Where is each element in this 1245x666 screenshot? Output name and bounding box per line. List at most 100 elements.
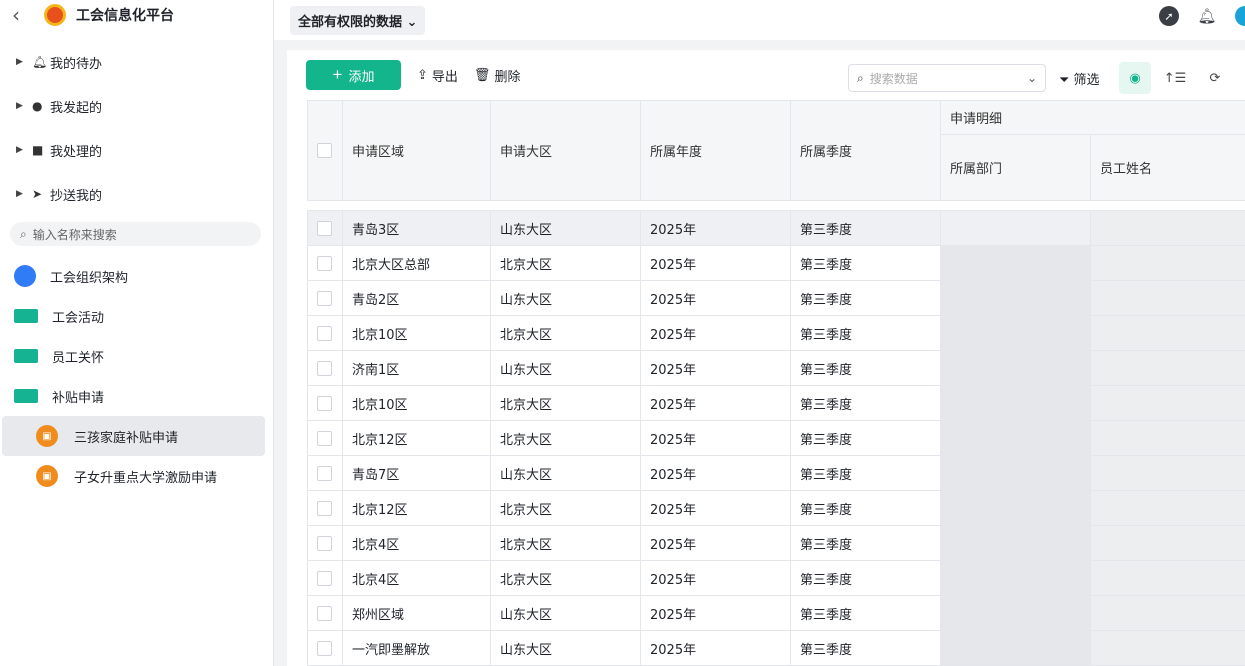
- caret-right-icon: ▶: [16, 57, 23, 67]
- item-label: 员工关怀: [52, 350, 105, 366]
- row-checkbox[interactable]: [317, 430, 332, 446]
- table-row[interactable]: 北京大区总部 北京大区 2025年 第三季度: [307, 245, 1245, 281]
- table-row[interactable]: 北京4区 北京大区 2025年 第三季度: [307, 560, 1245, 596]
- form-icon: ▣: [36, 465, 58, 487]
- redacted-cell: [1089, 630, 1245, 666]
- row-checkbox[interactable]: [317, 395, 332, 411]
- table-row[interactable]: 北京10区 北京大区 2025年 第三季度: [307, 385, 1245, 421]
- row-checkbox[interactable]: [317, 500, 332, 516]
- table-cell: 山东大区: [490, 350, 641, 386]
- table-cell: 济南1区: [342, 350, 491, 386]
- row-checkbox[interactable]: [317, 535, 332, 551]
- row-checkbox[interactable]: [317, 640, 332, 656]
- sidebar-search-input[interactable]: ⌕ 输入名称来搜索: [10, 222, 261, 246]
- row-checkbox[interactable]: [317, 255, 332, 271]
- table-cell: 北京大区: [490, 420, 641, 456]
- row-checkbox[interactable]: [317, 360, 332, 376]
- column-header[interactable]: 申请区域: [342, 100, 491, 201]
- row-select-cell: [307, 420, 343, 456]
- table-row[interactable]: 北京10区 北京大区 2025年 第三季度: [307, 315, 1245, 351]
- search-input[interactable]: ⌕ 搜索数据 ⌄: [848, 64, 1046, 92]
- column-header[interactable]: 所属季度: [790, 100, 941, 201]
- table-row[interactable]: 青岛7区 山东大区 2025年 第三季度: [307, 455, 1245, 491]
- delete-button[interactable]: 🗑︎ 删除: [474, 66, 521, 85]
- table-cell: 北京4区: [342, 525, 491, 561]
- view-mode-icon[interactable]: ◉: [1119, 62, 1151, 94]
- row-checkbox[interactable]: [317, 290, 332, 306]
- row-checkbox[interactable]: [317, 220, 332, 236]
- redacted-cell: [940, 490, 1091, 526]
- refresh-icon[interactable]: ⟳: [1209, 70, 1221, 86]
- nav-my-processed[interactable]: ▶ ■ 我处理的: [0, 128, 273, 172]
- send-icon: ➤: [32, 187, 43, 201]
- redacted-cell: [1089, 210, 1245, 246]
- nav-my-initiated[interactable]: ▶ ● 我发起的: [0, 84, 273, 128]
- logo: [44, 4, 66, 26]
- compass-icon[interactable]: ➚: [1159, 6, 1179, 26]
- back-icon[interactable]: ‹: [12, 3, 20, 27]
- sort-icon[interactable]: ↑☰: [1163, 70, 1187, 86]
- row-checkbox[interactable]: [317, 465, 332, 481]
- avatar[interactable]: [1235, 6, 1245, 26]
- item-label: 子女升重点大学激励申请: [74, 470, 218, 486]
- table-cell: 第三季度: [790, 315, 941, 351]
- bell-icon[interactable]: 🔔︎: [1197, 7, 1217, 25]
- view-selector[interactable]: 全部有权限的数据 ⌄: [290, 5, 426, 35]
- app-header: ‹ 工会信息化平台: [0, 0, 273, 30]
- row-checkbox[interactable]: [317, 570, 332, 586]
- sidebar-item-care[interactable]: 员工关怀: [0, 336, 273, 376]
- redacted-cell: [1089, 245, 1245, 281]
- main-header: 全部有权限的数据 ⌄ ➚ 🔔︎: [274, 0, 1245, 40]
- chevron-down-icon[interactable]: ⌄: [1026, 71, 1037, 85]
- sidebar-item-org[interactable]: 工会组织架构: [0, 256, 273, 296]
- caret-right-icon: ▶: [16, 189, 23, 199]
- app-title: 工会信息化平台: [76, 8, 174, 24]
- filter-button[interactable]: ⏷ 筛选: [1059, 69, 1100, 88]
- table-row[interactable]: 济南1区 山东大区 2025年 第三季度: [307, 350, 1245, 386]
- sidebar-subitem-university[interactable]: ▣ 子女升重点大学激励申请: [2, 456, 265, 496]
- sidebar-item-subsidy[interactable]: 补贴申请: [0, 376, 273, 416]
- column-header[interactable]: 申请大区: [490, 100, 641, 201]
- table-cell: 2025年: [640, 245, 791, 281]
- nav-label: 我发起的: [50, 100, 103, 116]
- table-row[interactable]: 一汽即墨解放 山东大区 2025年 第三季度: [307, 630, 1245, 666]
- redacted-cell: [1089, 315, 1245, 351]
- row-checkbox[interactable]: [317, 605, 332, 621]
- table-cell: 2025年: [640, 280, 791, 316]
- redacted-cell: [1089, 420, 1245, 456]
- table-row[interactable]: 北京12区 北京大区 2025年 第三季度: [307, 490, 1245, 526]
- column-header[interactable]: 所属部门: [940, 134, 1091, 201]
- redacted-cell: [940, 455, 1091, 491]
- nav-cc-me[interactable]: ▶ ➤ 抄送我的: [0, 172, 273, 216]
- table-cell: 北京10区: [342, 385, 491, 421]
- table-cell: 2025年: [640, 595, 791, 631]
- table-cell: 第三季度: [790, 420, 941, 456]
- select-all-checkbox[interactable]: [317, 143, 332, 158]
- add-button[interactable]: + 添加: [306, 60, 401, 90]
- table-row[interactable]: 郑州区域 山东大区 2025年 第三季度: [307, 595, 1245, 631]
- table-cell: 北京大区总部: [342, 245, 491, 281]
- table-cell: 青岛7区: [342, 455, 491, 491]
- table-row[interactable]: 北京12区 北京大区 2025年 第三季度: [307, 420, 1245, 456]
- filter-label: 筛选: [1073, 73, 1100, 88]
- column-header[interactable]: 员工姓名: [1089, 134, 1245, 201]
- nav-my-todo[interactable]: ▶ 🔔︎ 我的待办: [0, 40, 273, 84]
- sidebar-subitem-three-child[interactable]: ▣ 三孩家庭补贴申请: [2, 416, 265, 456]
- sidebar-item-activity[interactable]: 工会活动: [0, 296, 273, 336]
- table-cell: 北京10区: [342, 315, 491, 351]
- caret-right-icon: ▶: [16, 101, 23, 111]
- row-select-cell: [307, 350, 343, 386]
- search-icon: ⌕: [857, 70, 864, 85]
- table-row[interactable]: 青岛2区 山东大区 2025年 第三季度: [307, 280, 1245, 316]
- table-cell: 2025年: [640, 315, 791, 351]
- more-icon[interactable]: ⋯: [1239, 62, 1245, 94]
- column-header[interactable]: 所属年度: [640, 100, 791, 201]
- table-row[interactable]: 北京4区 北京大区 2025年 第三季度: [307, 525, 1245, 561]
- redacted-cell: [940, 210, 1091, 246]
- row-checkbox[interactable]: [317, 325, 332, 341]
- select-all-cell: [307, 100, 343, 201]
- export-button[interactable]: ⇪ 导出: [417, 66, 458, 85]
- doc-icon: [14, 265, 36, 287]
- table-row[interactable]: 青岛3区 山东大区 2025年 第三季度: [307, 210, 1245, 246]
- table-cell: 2025年: [640, 490, 791, 526]
